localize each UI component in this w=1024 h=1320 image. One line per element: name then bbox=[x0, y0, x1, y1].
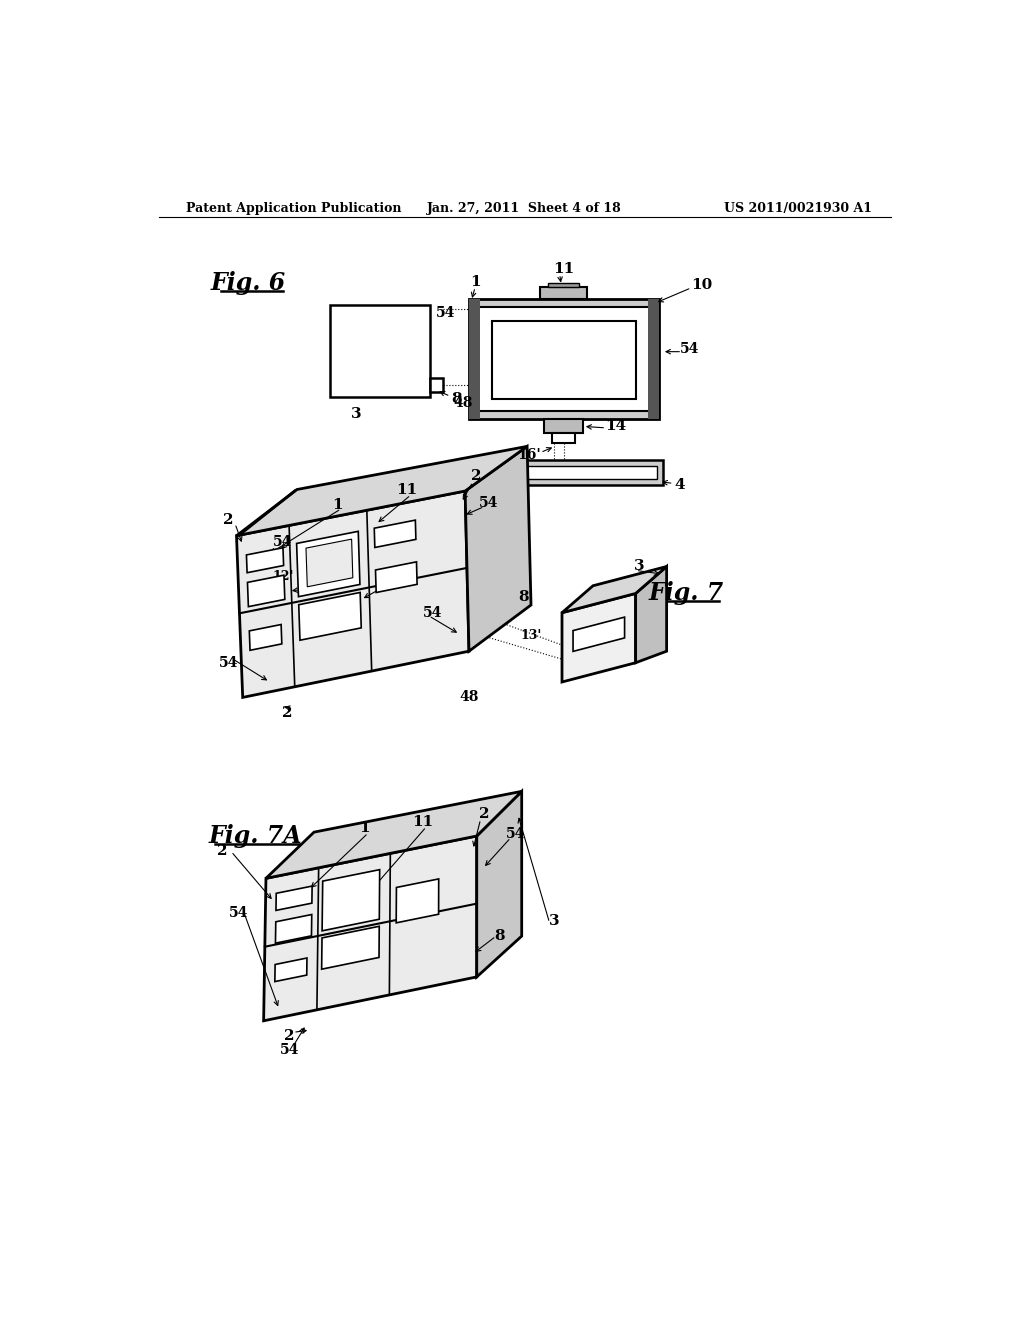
Text: 12': 12' bbox=[272, 570, 294, 583]
Text: Patent Application Publication: Patent Application Publication bbox=[186, 202, 401, 215]
Text: Fig. 6: Fig. 6 bbox=[211, 271, 286, 296]
Polygon shape bbox=[573, 618, 625, 651]
Polygon shape bbox=[477, 792, 521, 977]
Bar bbox=[471, 466, 656, 479]
Text: 8: 8 bbox=[495, 929, 505, 942]
Bar bbox=[648, 300, 658, 418]
Polygon shape bbox=[376, 562, 417, 593]
Text: Fig. 7A: Fig. 7A bbox=[209, 824, 303, 847]
Polygon shape bbox=[237, 491, 469, 697]
Polygon shape bbox=[465, 446, 531, 651]
Text: 54: 54 bbox=[435, 306, 455, 321]
Text: 11: 11 bbox=[396, 483, 418, 496]
Polygon shape bbox=[322, 927, 379, 969]
Bar bbox=[544, 418, 583, 433]
Text: Fig. 7: Fig. 7 bbox=[648, 581, 724, 606]
Polygon shape bbox=[248, 576, 285, 607]
Text: 12': 12' bbox=[381, 572, 402, 585]
Text: 1: 1 bbox=[332, 498, 343, 512]
Polygon shape bbox=[274, 958, 307, 982]
Bar bbox=[469, 300, 480, 418]
Text: 8: 8 bbox=[518, 590, 528, 605]
Bar bbox=[465, 461, 663, 484]
Polygon shape bbox=[263, 836, 477, 1020]
Text: US 2011/0021930 A1: US 2011/0021930 A1 bbox=[724, 202, 872, 215]
Polygon shape bbox=[247, 548, 284, 573]
Text: 54: 54 bbox=[229, 906, 249, 920]
Polygon shape bbox=[266, 792, 521, 878]
Text: 48: 48 bbox=[453, 396, 472, 411]
Text: 2: 2 bbox=[223, 513, 234, 527]
Bar bbox=[330, 305, 430, 397]
Text: 16': 16' bbox=[517, 447, 541, 462]
Polygon shape bbox=[562, 566, 667, 612]
Text: 54: 54 bbox=[506, 828, 525, 841]
Text: 14: 14 bbox=[605, 420, 627, 433]
Text: 2: 2 bbox=[479, 808, 489, 821]
Text: 11: 11 bbox=[412, 816, 433, 829]
Polygon shape bbox=[306, 539, 353, 587]
Text: 2: 2 bbox=[471, 470, 482, 483]
Polygon shape bbox=[297, 532, 359, 597]
Polygon shape bbox=[299, 593, 361, 640]
Text: 48: 48 bbox=[460, 690, 478, 705]
Text: 54: 54 bbox=[219, 656, 239, 669]
Text: 54: 54 bbox=[478, 496, 498, 511]
Bar bbox=[541, 286, 587, 300]
Text: 11: 11 bbox=[553, 261, 574, 276]
Text: Jan. 27, 2011  Sheet 4 of 18: Jan. 27, 2011 Sheet 4 of 18 bbox=[427, 202, 623, 215]
Text: 3: 3 bbox=[634, 560, 645, 573]
Text: 3: 3 bbox=[351, 407, 361, 421]
Bar bbox=[477, 308, 651, 411]
Text: 12: 12 bbox=[304, 583, 322, 597]
Polygon shape bbox=[636, 566, 667, 663]
Text: 2: 2 bbox=[217, 845, 227, 858]
Text: 54: 54 bbox=[273, 535, 293, 549]
Text: 1: 1 bbox=[470, 276, 480, 289]
Bar bbox=[493, 321, 636, 399]
Bar bbox=[469, 300, 658, 418]
Polygon shape bbox=[237, 446, 527, 536]
Text: 3: 3 bbox=[549, 913, 559, 928]
Bar bbox=[430, 378, 442, 392]
Text: 54: 54 bbox=[423, 606, 442, 619]
Polygon shape bbox=[249, 624, 282, 651]
Text: 13': 13' bbox=[520, 630, 542, 643]
Text: 2: 2 bbox=[282, 706, 292, 719]
Bar bbox=[552, 433, 575, 444]
Text: 4: 4 bbox=[675, 478, 685, 492]
Polygon shape bbox=[275, 886, 312, 911]
Text: 2: 2 bbox=[284, 1030, 295, 1043]
Polygon shape bbox=[323, 870, 380, 931]
Text: 8: 8 bbox=[452, 392, 462, 407]
Text: 10: 10 bbox=[691, 279, 712, 293]
Polygon shape bbox=[374, 520, 416, 548]
Polygon shape bbox=[396, 879, 438, 923]
Text: 54: 54 bbox=[280, 1043, 299, 1057]
Text: 1: 1 bbox=[359, 821, 370, 836]
Bar bbox=[548, 284, 579, 286]
Text: 54: 54 bbox=[680, 342, 699, 356]
Polygon shape bbox=[562, 594, 636, 682]
Polygon shape bbox=[275, 915, 311, 944]
